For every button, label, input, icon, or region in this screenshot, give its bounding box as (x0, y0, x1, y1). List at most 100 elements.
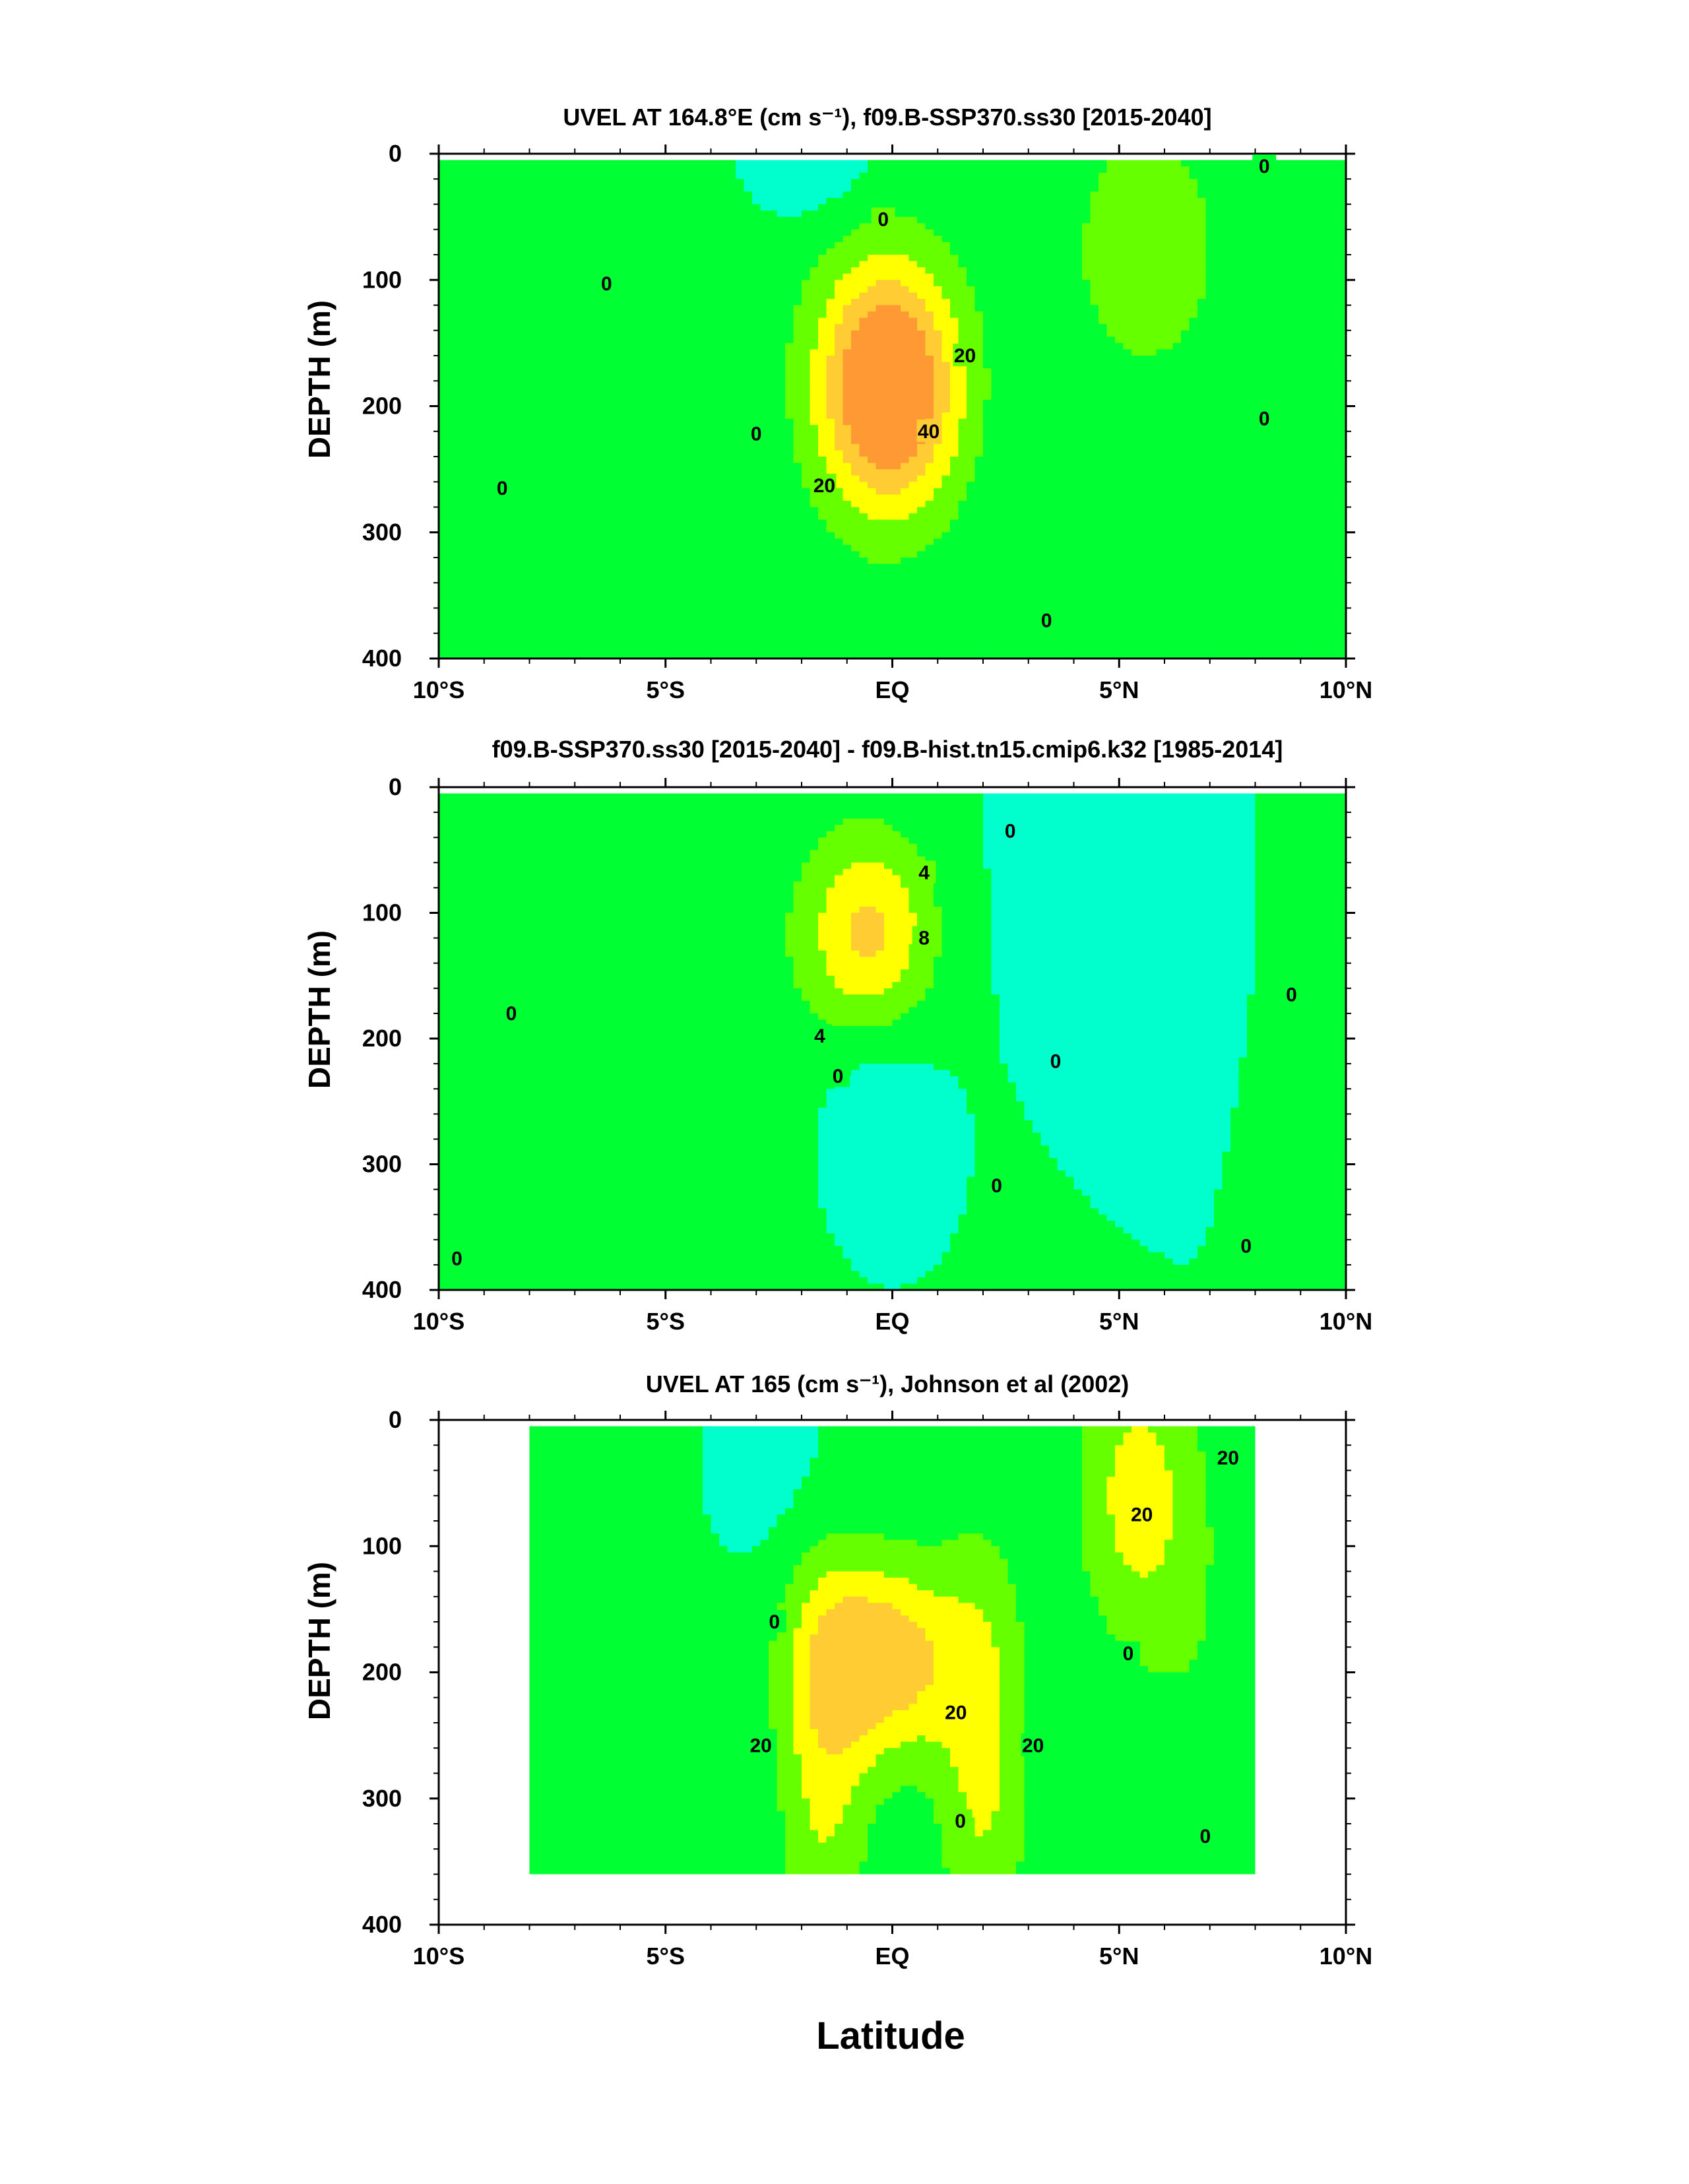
field-cell (711, 374, 720, 381)
field-cell (661, 324, 670, 331)
field-cell (711, 324, 720, 331)
field-cell (1007, 166, 1017, 174)
field-cell (670, 374, 679, 381)
field-cell (818, 374, 827, 381)
field-cell (1139, 387, 1149, 394)
field-cell (843, 349, 852, 356)
field-cell (1181, 349, 1190, 356)
field-cell (1296, 406, 1306, 413)
field-cell (1156, 406, 1165, 413)
field-cell (439, 229, 448, 236)
field-cell (983, 317, 992, 325)
field-cell (604, 374, 613, 381)
field-cell (1181, 368, 1190, 375)
field-cell (1156, 248, 1165, 255)
field-cell (628, 412, 637, 420)
field-cell (1222, 324, 1231, 331)
field-cell (1280, 298, 1289, 306)
field-cell (480, 374, 489, 381)
field-cell (1205, 185, 1215, 192)
field-cell (571, 229, 580, 236)
field-cell (1214, 255, 1223, 262)
field-cell (859, 179, 868, 186)
field-cell (628, 248, 637, 255)
field-cell (884, 431, 893, 438)
field-cell (1066, 216, 1075, 224)
field-cell (1181, 179, 1190, 186)
field-cell (661, 305, 670, 312)
field-cell (496, 261, 505, 268)
field-cell (851, 317, 860, 325)
field-cell (1337, 418, 1346, 426)
field-cell (686, 179, 695, 186)
field-cell (1148, 324, 1157, 331)
field-cell (480, 241, 489, 249)
field-cell (760, 412, 769, 420)
field-cell (562, 191, 571, 199)
field-cell (439, 210, 448, 218)
field-cell (1040, 267, 1050, 274)
field-cell (1230, 381, 1240, 388)
field-cell (439, 166, 448, 174)
field-cell (958, 229, 967, 236)
field-cell (1337, 311, 1346, 319)
field-cell (480, 393, 489, 401)
field-cell (653, 311, 662, 319)
field-cell (1222, 204, 1231, 211)
field-cell (719, 223, 728, 230)
field-cell (1131, 204, 1141, 211)
field-cell (1148, 298, 1157, 306)
field-cell (488, 197, 497, 205)
field-cell (447, 381, 456, 388)
field-cell (612, 172, 621, 179)
field-cell (876, 179, 885, 186)
field-cell (587, 280, 596, 287)
field-cell (736, 229, 745, 236)
field-cell (1222, 241, 1231, 249)
field-cell (1337, 387, 1346, 394)
field-cell (711, 406, 720, 413)
field-cell (1007, 337, 1017, 344)
field-cell (901, 255, 910, 262)
field-cell (1304, 286, 1314, 293)
field-cell (1238, 330, 1248, 337)
field-cell (538, 381, 547, 388)
field-cell (604, 216, 613, 224)
field-cell (678, 425, 687, 432)
field-cell (1313, 223, 1322, 230)
field-cell (670, 197, 679, 205)
field-cell (1156, 298, 1165, 306)
field-cell (901, 280, 910, 287)
field-cell (455, 261, 464, 268)
field-cell (1033, 399, 1042, 407)
field-cell (1082, 267, 1091, 274)
field-cell (1255, 280, 1264, 287)
field-cell (802, 223, 811, 230)
field-cell (1280, 191, 1289, 199)
field-cell (1181, 362, 1190, 369)
field-cell (958, 204, 967, 211)
field-cell (1313, 197, 1322, 205)
field-cell (727, 437, 736, 445)
field-cell (1247, 356, 1256, 363)
field-cell (991, 267, 1000, 274)
field-cell (1115, 280, 1124, 287)
field-cell (645, 185, 654, 192)
field-cell (1115, 406, 1124, 413)
field-cell (1033, 236, 1042, 243)
field-cell (628, 356, 637, 363)
field-cell (1115, 172, 1124, 179)
field-cell (785, 229, 794, 236)
field-cell (1280, 261, 1289, 268)
field-cell (513, 248, 522, 255)
field-cell (1288, 381, 1297, 388)
field-cell (455, 317, 464, 325)
field-cell (859, 204, 868, 211)
field-cell (661, 298, 670, 306)
field-cell (653, 374, 662, 381)
field-cell (513, 330, 522, 337)
field-cell (826, 337, 835, 344)
field-cell (1288, 172, 1297, 179)
field-cell (950, 292, 959, 300)
field-cell (1000, 368, 1009, 375)
